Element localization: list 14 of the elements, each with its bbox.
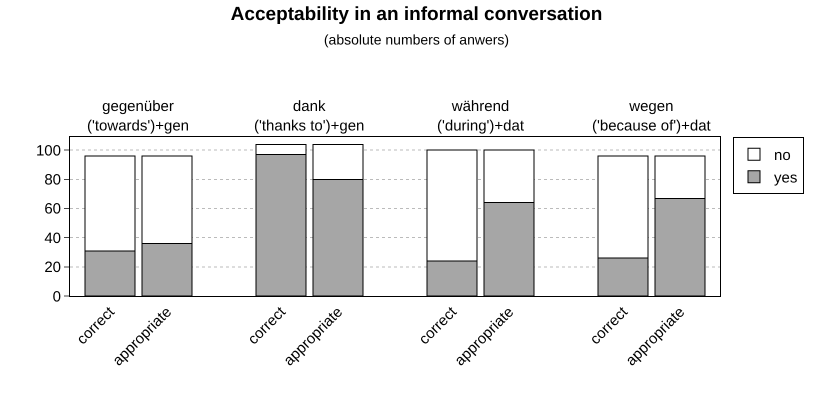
- text: gegenüber ('towards')+gen: [87, 98, 190, 134]
- chart-subtitle: (absolute numbers of anwers): [324, 32, 510, 48]
- text: wegen ('because of')+dat: [592, 98, 712, 134]
- chart-title: Acceptability in an informal conversation: [230, 4, 602, 25]
- text: dank ('thanks to')+gen: [254, 98, 364, 134]
- text: während ('during')+dat: [437, 98, 525, 134]
- y-tick-label: 0: [52, 288, 61, 306]
- y-tick-label: 40: [44, 230, 61, 247]
- legend-label: yes: [774, 170, 798, 187]
- y-tick-label: 100: [36, 142, 61, 160]
- y-tick-label: 80: [44, 172, 61, 189]
- y-tick-label: 60: [44, 200, 61, 218]
- legend-label: no: [774, 147, 791, 164]
- y-tick-label: 20: [44, 259, 61, 276]
